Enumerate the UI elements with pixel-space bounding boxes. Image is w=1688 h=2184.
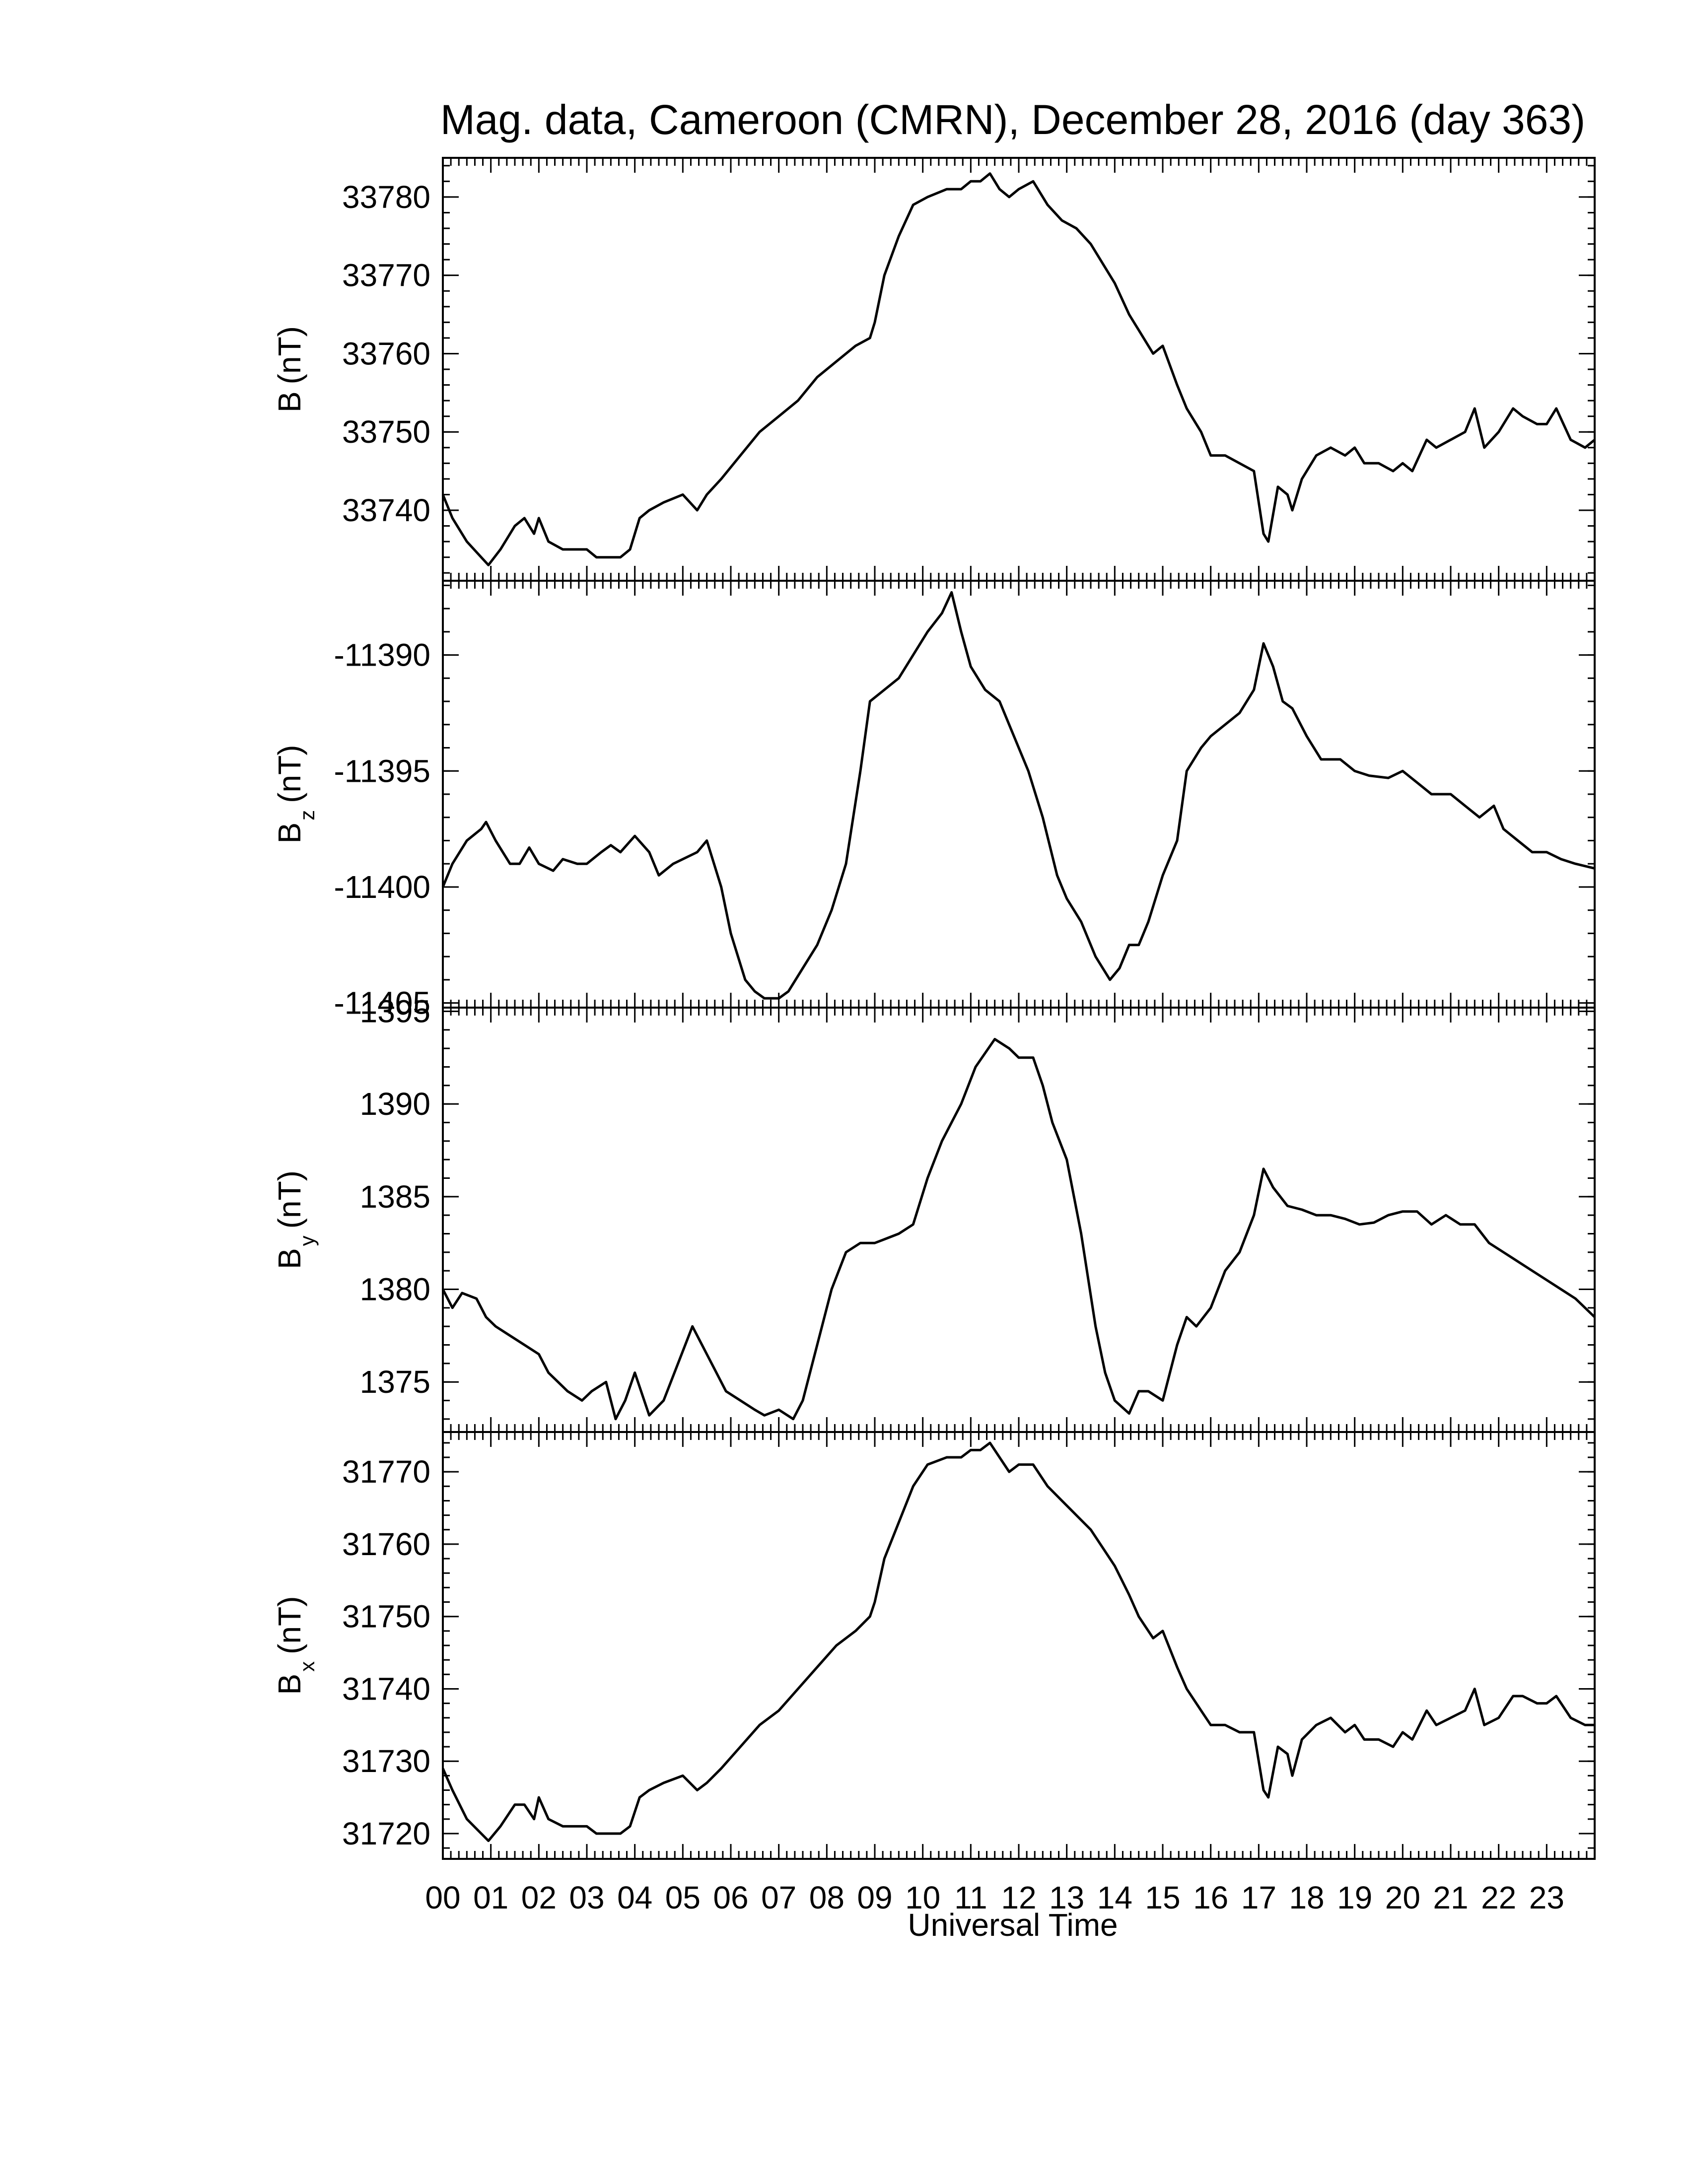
y-tick-label: 33740 — [342, 492, 430, 528]
y-axis-label-main: B — [272, 1674, 307, 1695]
x-tick-label: 07 — [761, 1880, 796, 1915]
y-axis-label-main: B — [272, 391, 307, 412]
y-axis-label: Bz (nT) — [272, 745, 319, 844]
x-tick-label: 13 — [1049, 1880, 1084, 1915]
y-tick-label: 31720 — [342, 1816, 430, 1851]
x-tick-label: 10 — [905, 1880, 940, 1915]
x-tick-label: 11 — [954, 1880, 987, 1915]
x-tick-label: 04 — [617, 1880, 652, 1915]
y-axis-label: B (nT) — [272, 326, 307, 412]
x-tick-label: 02 — [521, 1880, 557, 1915]
x-tick-label: 12 — [1001, 1880, 1036, 1915]
panel-3: 1375 1380 1385 1390 1395 By (nT) — [272, 993, 1596, 1433]
x-tick-label: 14 — [1097, 1880, 1132, 1915]
series-line — [441, 1038, 1596, 1421]
x-tick-label: 23 — [1529, 1880, 1564, 1915]
x-tick-label: 05 — [665, 1880, 701, 1915]
panels-group: 3374033750337603377033780B(nT)-11405-114… — [272, 157, 1596, 1860]
y-tick-label: 33770 — [342, 258, 430, 293]
y-axis-label-unit: (nT) — [272, 326, 307, 384]
y-tick-label: 1380 — [360, 1272, 430, 1307]
x-tick-label: 20 — [1385, 1880, 1420, 1915]
x-axis: 00 01 02 03 04 05 06 07 08 09 10 11 12 13 14 15 16 17 18 19… — [425, 1880, 1564, 1915]
y-tick-label: 31770 — [342, 1454, 430, 1490]
y-tick-label: -11405 — [334, 985, 430, 1021]
y-axis-label-subscript: y — [295, 1235, 319, 1246]
x-tick-label: 01 — [473, 1880, 508, 1915]
y-tick-label: 33760 — [342, 336, 430, 371]
y-tick-label: 33750 — [342, 414, 430, 450]
x-tick-label: 15 — [1145, 1880, 1180, 1915]
y-axis-label-subscript: z — [295, 810, 319, 820]
x-tick-label: 18 — [1289, 1880, 1324, 1915]
y-tick-label: 31730 — [342, 1743, 430, 1779]
y-tick-label: 31750 — [342, 1599, 430, 1635]
series-line — [441, 591, 1595, 1000]
y-tick-label: 33780 — [342, 179, 430, 215]
x-tick-label: 03 — [569, 1880, 604, 1915]
x-tick-label: 09 — [857, 1880, 892, 1915]
x-tick-label: 21 — [1433, 1880, 1468, 1915]
x-tick-label: 16 — [1193, 1880, 1228, 1915]
y-tick-label: -11400 — [334, 869, 430, 905]
panel-1: 33740 33750 33760 33770 33780 B (nT) — [272, 157, 1596, 582]
x-tick-label: 17 — [1241, 1880, 1276, 1915]
x-tick-label: 22 — [1481, 1880, 1516, 1915]
y-axis-label-unit: (nT) — [272, 745, 307, 803]
y-tick-label: 31740 — [342, 1671, 430, 1706]
y-axis-label: By (nT) — [272, 1170, 319, 1269]
y-tick-label: 31760 — [342, 1526, 430, 1562]
series-line — [441, 172, 1596, 566]
y-tick-label: -11390 — [334, 637, 430, 673]
series-line — [441, 1441, 1595, 1843]
y-tick-label: 1375 — [360, 1364, 430, 1400]
y-tick-label: 1385 — [360, 1179, 430, 1215]
y-axis-label-subscript: x — [295, 1661, 319, 1672]
x-tick-label: 08 — [809, 1880, 844, 1915]
chart-title: Mag. data, Cameroon (CMRN), December 28,… — [440, 96, 1585, 143]
x-tick-label: 06 — [713, 1880, 748, 1915]
panel-2: -11405 -11400 -11395 -11390 Bz (nT) — [272, 580, 1596, 1021]
y-tick-label: 1390 — [360, 1086, 430, 1122]
y-axis-label-unit: (nT) — [272, 1596, 307, 1654]
y-axis-label: Bx (nT) — [272, 1596, 319, 1695]
y-axis-label-main: B — [272, 1248, 307, 1269]
y-axis-label-main: B — [272, 822, 307, 844]
panel-4: 31720 31730 31740 31750 31760 31770 Bx (nT) — [272, 1431, 1596, 1860]
y-tick-label: 1395 — [360, 993, 430, 1029]
y-tick-label: -11395 — [334, 753, 430, 789]
x-tick-label: 00 — [425, 1880, 460, 1915]
x-axis-label: Universal Time — [908, 1907, 1118, 1943]
x-tick-label: 19 — [1337, 1880, 1372, 1915]
y-axis-label-unit: (nT) — [272, 1170, 307, 1228]
